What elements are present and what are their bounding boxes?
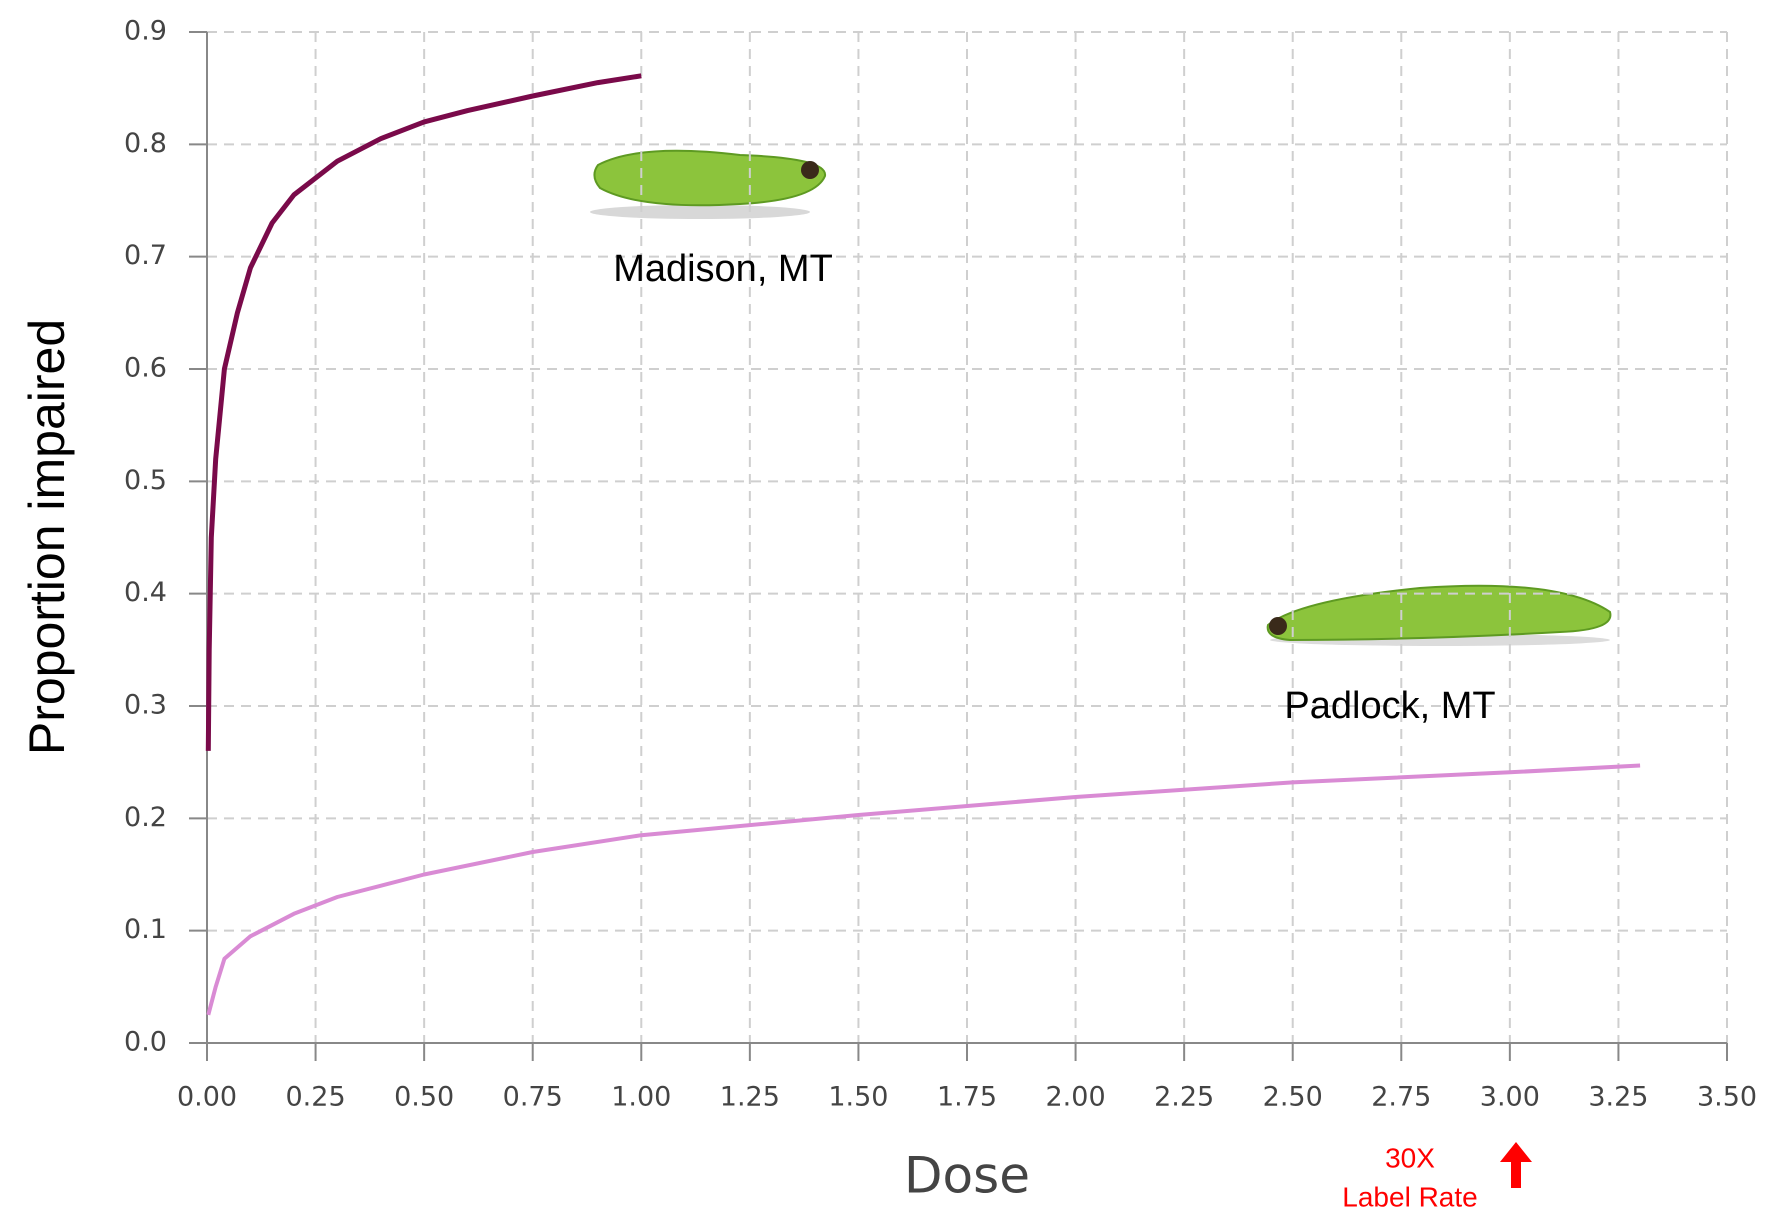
x-tick-label: 0.50 [394,1082,454,1113]
x-tick-label: 1.75 [937,1082,997,1113]
x-tick-label: 1.25 [720,1082,780,1113]
y-tick-label: 0.0 [124,1027,167,1058]
x-tick-label: 2.00 [1046,1082,1106,1113]
x-tick-label: 3.25 [1588,1082,1648,1113]
line-series [208,766,1640,1015]
x-tick-label: 3.00 [1480,1082,1540,1113]
y-tick-label: 0.3 [124,690,167,721]
x-tick-label: 3.50 [1697,1082,1757,1113]
x-tick-label: 0.75 [503,1082,563,1113]
x-axis-title: Dose [904,1147,1030,1205]
y-tick-label: 0.2 [124,802,167,833]
y-tick-label: 0.1 [124,914,167,945]
caterpillar-madison [588,141,831,220]
x-tick-label: 0.25 [286,1082,346,1113]
y-tick-label: 0.7 [124,240,167,271]
y-tick-label: 0.5 [124,465,167,496]
y-tick-label: 0.8 [124,128,167,159]
x-tick-label: 0.00 [177,1082,237,1113]
series-label: Madison, MT [613,248,833,290]
y-tick-label: 0.9 [124,16,167,47]
chart: Proportion impaired Dose 0.0 0.1 0.2 0.3 0.4… [0,0,1772,1217]
series-label: Padlock, MT [1284,685,1495,727]
caterpillar-padlock [1260,571,1622,650]
page: Proportion impaired Dose 0.0 0.1 0.2 0.3 0.4… [0,0,1772,1217]
y-axis-title: Proportion impaired [19,319,75,755]
x-tick-label: 2.25 [1154,1082,1214,1113]
y-tick-label: 0.4 [124,577,167,608]
x-tick-label: 2.50 [1263,1082,1323,1113]
y-tick-label: 0.6 [124,353,167,384]
label-rate-arrow [1500,1142,1532,1188]
x-tick-label: 1.00 [611,1082,671,1113]
x-tick-label: 2.75 [1371,1082,1431,1113]
x-tick-label: 1.50 [828,1082,888,1113]
annotation: 30X [1385,1142,1435,1173]
annotation: Label Rate [1342,1181,1477,1212]
